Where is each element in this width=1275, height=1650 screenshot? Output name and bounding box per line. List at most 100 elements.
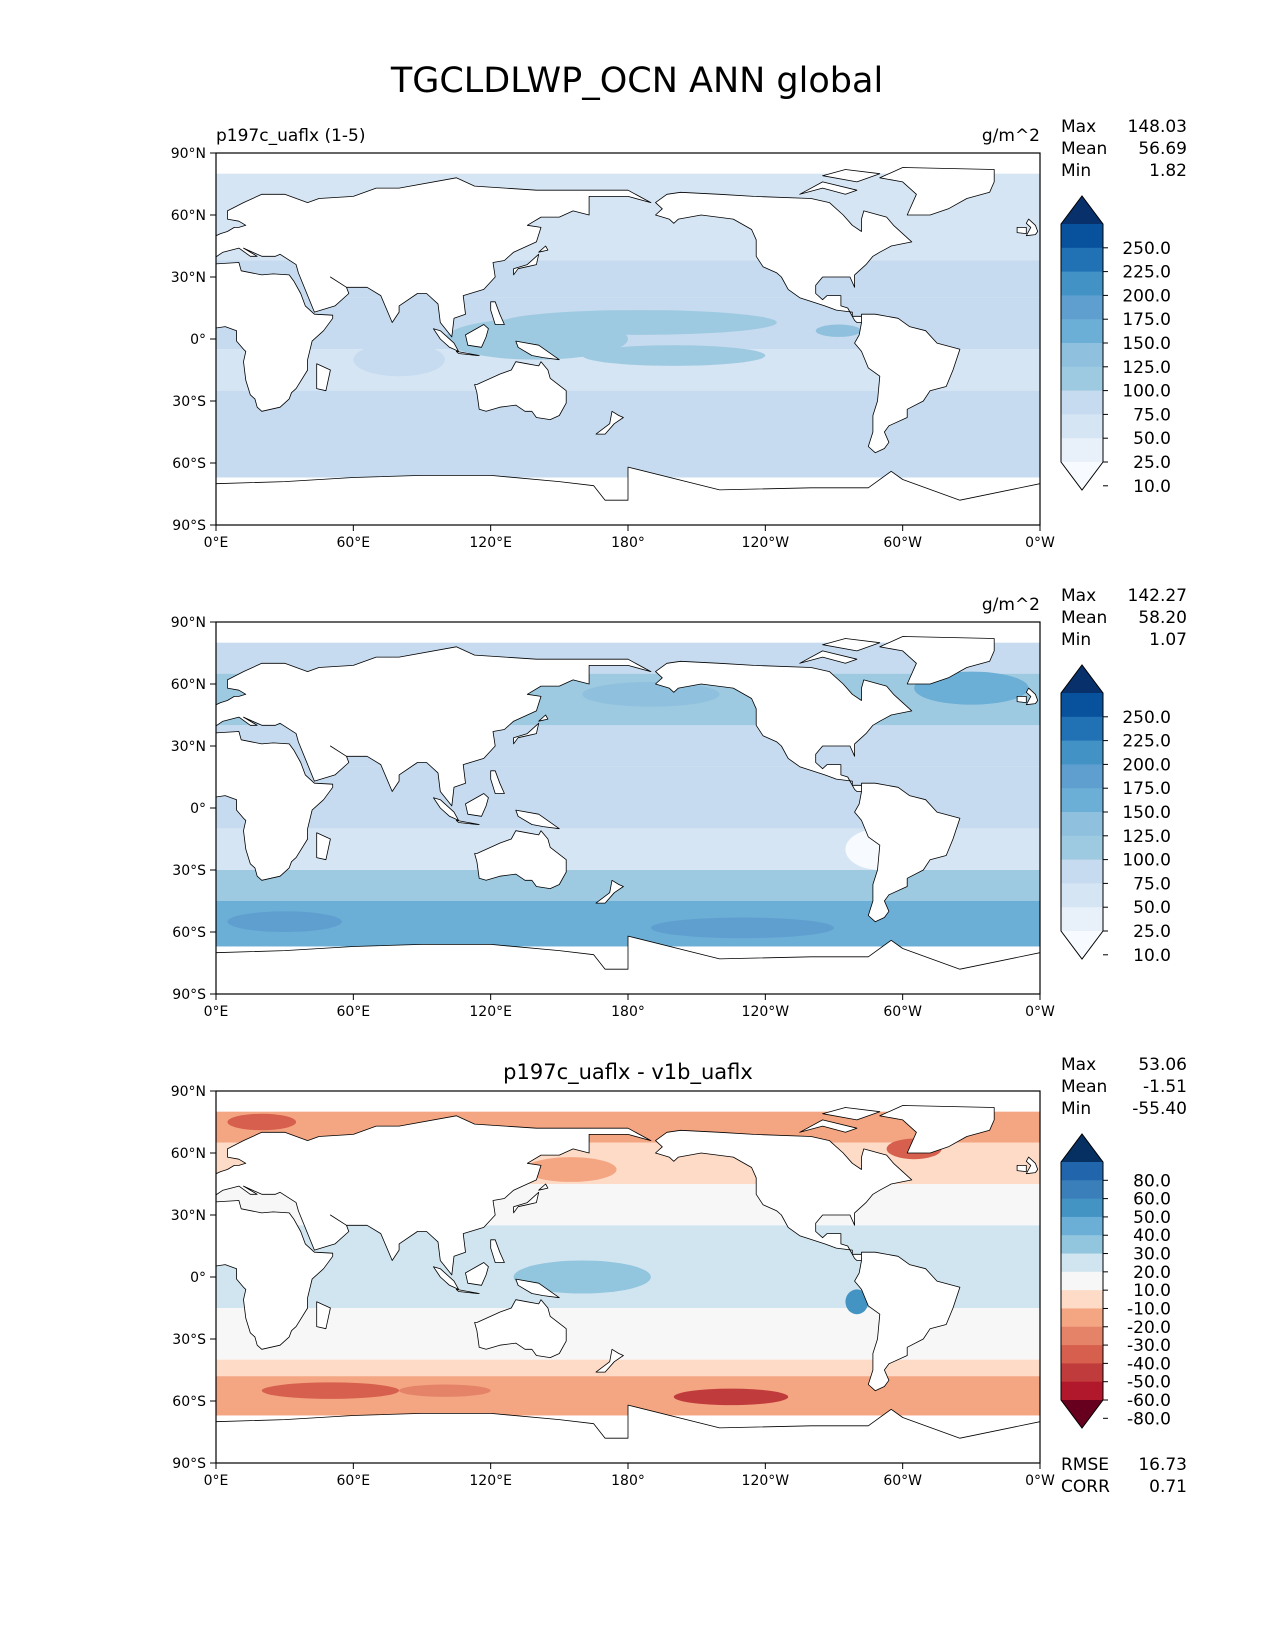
colorbar-label: 125.0 <box>1122 358 1171 378</box>
coastline-17 <box>316 832 331 861</box>
field-patch-4 <box>650 917 834 939</box>
colorbar-label: -80.0 <box>1127 1409 1171 1429</box>
stat-label: Mean <box>1061 608 1107 628</box>
coastline-9 <box>513 722 540 745</box>
coastline-12 <box>433 328 459 352</box>
colorbar-label: 250.0 <box>1122 239 1171 259</box>
coastline-16 <box>490 770 505 794</box>
colorbar-segment <box>1061 1308 1103 1328</box>
y-tick-label: 90°S <box>172 1456 206 1472</box>
map-panel-1: 0°E 60°E 120°E 180° 120°W 60°W 0°W 90°N 60°N 30°N… <box>171 117 1187 551</box>
panel-units: g/m^2 <box>982 595 1040 615</box>
map-field-3 <box>216 1091 1040 1463</box>
y-tick-label: 90°N <box>171 1084 206 1100</box>
x-tick-label: 0°W <box>1025 535 1055 551</box>
colorbar-label: 225.0 <box>1122 263 1171 283</box>
x-tick-label: 120°E <box>469 535 512 551</box>
y-tick-label: 0° <box>190 801 206 817</box>
y-tick-label: 60°N <box>171 1146 206 1162</box>
field-patch-5 <box>353 343 445 377</box>
coastline-4 <box>655 1129 913 1261</box>
coastline-17 <box>316 1301 331 1330</box>
coastline-16 <box>490 1239 505 1263</box>
colorbar-segment <box>1061 1290 1103 1309</box>
coastline-16 <box>490 301 505 325</box>
colorbar-segment <box>1061 1253 1103 1273</box>
coastline-17 <box>316 363 331 392</box>
y-tick-label: 30°N <box>171 270 206 286</box>
colorbar-label: 75.0 <box>1133 874 1171 894</box>
colorbar-extend-bottom <box>1061 462 1103 490</box>
colorbar-label: 50.0 <box>1133 898 1171 918</box>
colorbar-segment <box>1061 414 1103 439</box>
coastline-19 <box>799 181 858 195</box>
y-tick-label: 0° <box>190 332 206 348</box>
coastline-3 <box>474 361 567 420</box>
colorbar-label: 250.0 <box>1122 708 1171 728</box>
colorbar-segment <box>1061 1271 1103 1291</box>
x-tick-label: 180° <box>611 535 645 551</box>
coastline-18 <box>216 1404 1040 1463</box>
x-tick-label: 120°E <box>469 1004 512 1020</box>
colorbar-label: 40.0 <box>1133 1226 1171 1246</box>
footer-stat-value: 0.71 <box>1149 1477 1187 1497</box>
stats-block: Max 148.03 Mean 56.69 Min 1.82 <box>1061 117 1187 181</box>
coastline-10 <box>538 245 549 253</box>
x-tick-label: 120°W <box>742 535 790 551</box>
coastline-5 <box>854 782 961 923</box>
panel-units: g/m^2 <box>982 126 1040 146</box>
y-tick-label: 90°N <box>171 615 206 631</box>
field-patch-5 <box>525 1157 617 1182</box>
colorbar-extend-top <box>1061 665 1103 693</box>
coastline-3 <box>474 830 567 889</box>
y-tick-label: 30°S <box>172 1332 206 1348</box>
coastline-1 <box>216 262 334 412</box>
coastline-19 <box>799 650 858 664</box>
colorbar-segment <box>1061 366 1103 392</box>
y-tick-label: 30°S <box>172 394 206 410</box>
coastline-10 <box>538 1183 549 1191</box>
panel-center-title: p197c_uaflx - v1b_uaflx <box>503 1060 753 1085</box>
stat-value: 142.27 <box>1128 586 1187 606</box>
y-tick-label: 60°S <box>172 925 206 941</box>
coastline-3 <box>474 1299 567 1358</box>
map-field-1 <box>216 153 1040 525</box>
coastline-15 <box>515 809 560 830</box>
colorbar-segment <box>1061 859 1103 884</box>
coastline-8 <box>1025 1156 1039 1175</box>
footer-stat-value: 16.73 <box>1138 1455 1187 1475</box>
coastline-4 <box>655 660 913 792</box>
colorbar-segment <box>1061 716 1103 742</box>
coastline-5 <box>854 313 961 454</box>
colorbar-label: 75.0 <box>1133 405 1171 425</box>
field-band-6 <box>216 870 1040 901</box>
stat-label: Max <box>1061 586 1096 606</box>
colorbar-label: 225.0 <box>1122 732 1171 752</box>
colorbar-extend-top <box>1061 1134 1103 1162</box>
colorbar-label: -40.0 <box>1127 1354 1171 1374</box>
colorbar-label: 150.0 <box>1122 803 1171 823</box>
y-tick-label: 60°S <box>172 456 206 472</box>
y-tick-label: 90°N <box>171 146 206 162</box>
stat-label: Max <box>1061 1055 1096 1075</box>
x-tick-label: 60°W <box>883 535 922 551</box>
stats-block: Max 142.27 Mean 58.20 Min 1.07 <box>1061 586 1187 650</box>
colorbar: 80.060.050.040.030.020.010.0-10.0-20.0-3… <box>1060 1133 1171 1429</box>
coastline-10 <box>538 714 549 722</box>
coastline-15 <box>515 1278 560 1299</box>
colorbar-segment <box>1061 1198 1103 1218</box>
coastline-15 <box>515 340 560 361</box>
stat-value: 1.82 <box>1149 161 1187 181</box>
coastline-20 <box>822 1107 881 1121</box>
stat-label: Min <box>1061 1099 1091 1119</box>
field-patch-2 <box>582 681 720 707</box>
colorbar-segment <box>1061 835 1103 861</box>
colorbar-segment <box>1061 740 1103 765</box>
colorbar-label: 50.0 <box>1133 429 1171 449</box>
colorbar-segment <box>1061 224 1103 249</box>
x-tick-label: 120°E <box>469 1473 512 1489</box>
colorbar-segment <box>1061 788 1103 813</box>
coastline-12 <box>433 797 459 821</box>
stat-value: -1.51 <box>1143 1077 1187 1097</box>
